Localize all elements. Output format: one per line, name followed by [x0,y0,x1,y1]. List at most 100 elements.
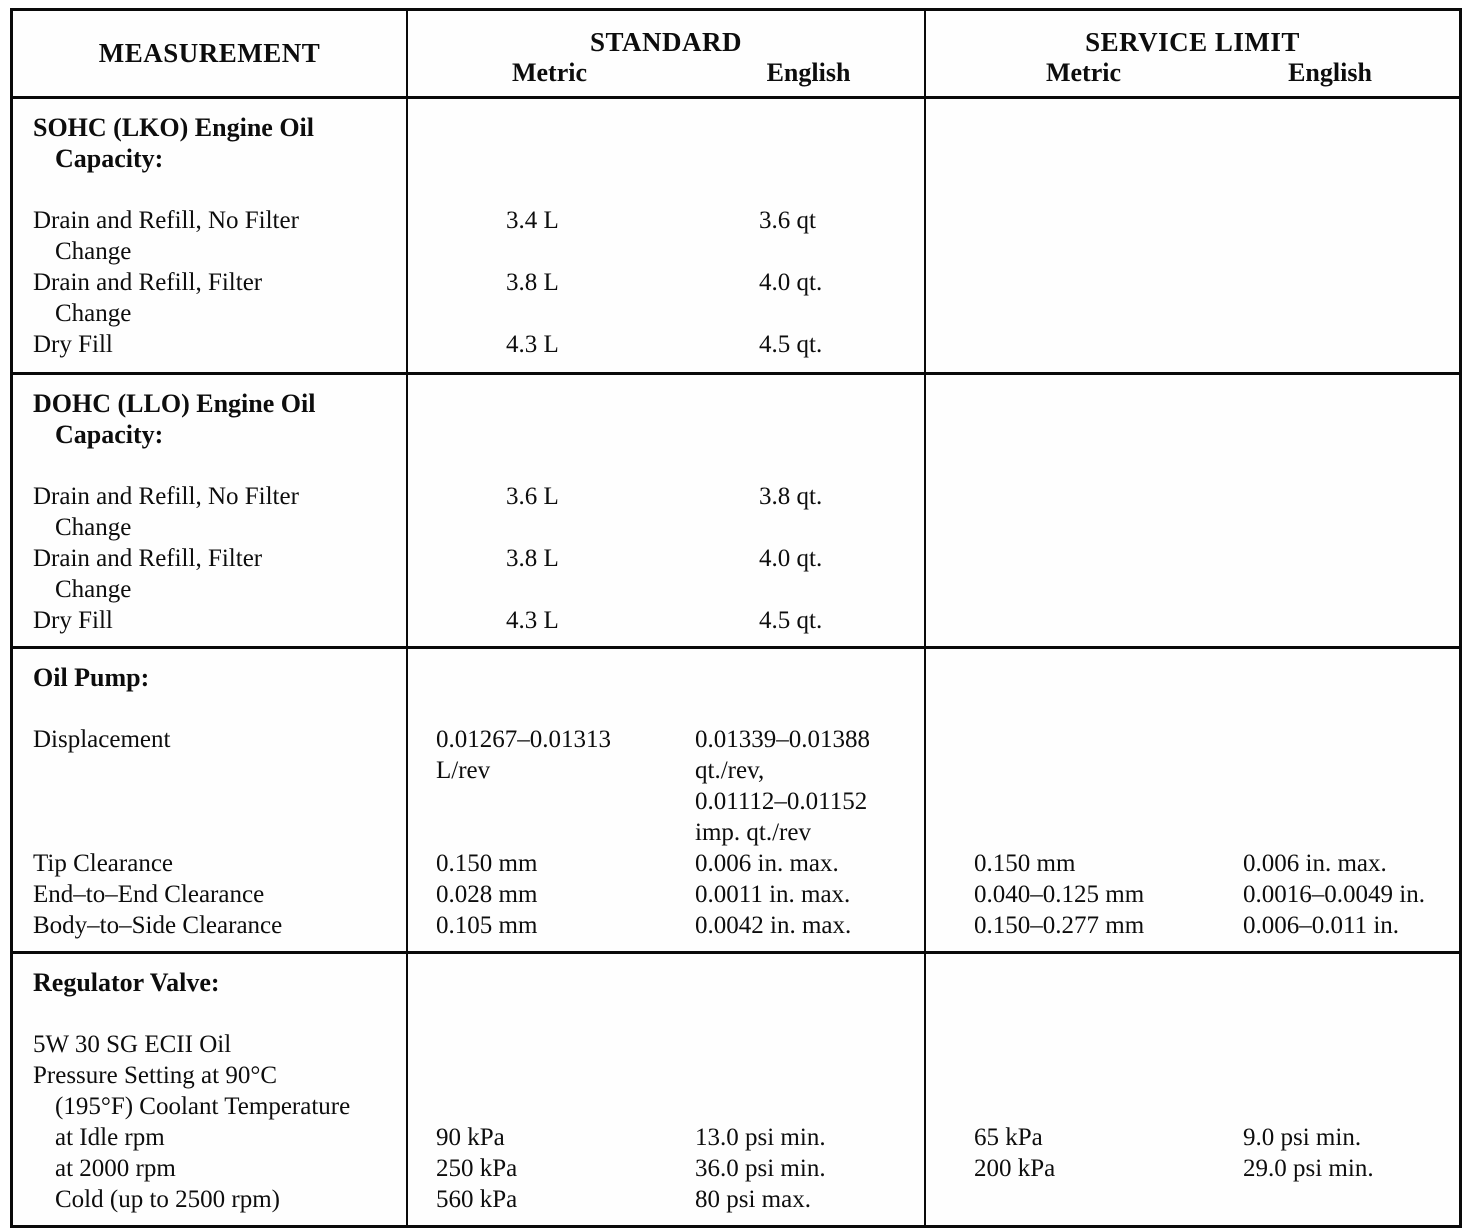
section-sohc-engine-oil-capacity: SOHC (LKO) Engine Oil Capacity: Drain and… [13,99,1459,375]
service-limit-english-header: English [1288,58,1372,87]
section-regulator-valve: Regulator Valve: 5W 30 SG ECII Oil Pressu… [13,954,1459,1225]
spec-line [691,112,924,143]
measurement-column-header: MEASUREMENT [13,11,408,96]
spec-line [926,605,1241,636]
spec-line: 4.3 L [506,331,559,358]
spec-line: Drain and Refill, Filter [33,269,263,296]
spec-line [408,574,691,605]
spec-line [408,143,691,174]
table-body: SOHC (LKO) Engine Oil Capacity: Drain and… [13,99,1459,1225]
spec-line [926,817,1241,848]
spec-line: 36.0 psi min. [695,1155,826,1182]
spec-line [926,481,1241,512]
spec-line [926,267,1241,298]
standard-metric-column: 90 kPa 250 kPa 560 kPa [408,954,691,1225]
table-header: MEASUREMENT STANDARD Metric English SERV… [13,11,1459,99]
spec-line [926,693,1241,724]
spec-line [1241,267,1459,298]
spec-line [408,817,691,848]
spec-line: 250 kPa [436,1155,518,1182]
spec-line [691,450,924,481]
spec-line [1241,1029,1459,1060]
spec-line [33,755,398,786]
spec-line: 3.6 qt [759,207,816,234]
measurement-column: Regulator Valve: 5W 30 SG ECII Oil Pressu… [13,954,408,1225]
standard-metric-column: 3.6 L 3.8 L 4.3 L [408,375,691,646]
spec-line: Change [55,238,132,265]
spec-line [408,512,691,543]
spec-line: Body–to–Side Clearance [33,912,283,939]
spec-line [408,1029,691,1060]
standard-column-group: STANDARD Metric English [408,11,926,96]
spec-line [691,998,924,1029]
standard-english-column: 0.01339–0.01388 qt./rev, 0.01112–0.01152 im… [691,649,926,951]
spec-line: SOHC (LKO) Engine Oil [33,113,314,142]
standard-subheaders: Metric English [408,57,924,89]
spec-line: Tip Clearance [33,850,174,877]
spec-line [926,1029,1241,1060]
spec-line [691,1029,924,1060]
spec-line: qt./rev, [695,757,765,784]
spec-line [1241,786,1459,817]
spec-line: 0.150 mm [436,850,538,877]
spec-line [1241,724,1459,755]
spec-line [926,419,1241,450]
spec-line: 0.028 mm [436,881,538,908]
spec-line [691,967,924,998]
spec-line: 3.8 L [506,545,559,572]
spec-line [1241,998,1459,1029]
spec-line: Pressure Setting at 90°C [33,1062,278,1089]
spec-line [926,298,1241,329]
measurement-column: DOHC (LLO) Engine Oil Capacity: Drain and… [13,375,408,646]
spec-line: 65 kPa [974,1124,1043,1151]
spec-line [33,998,398,1029]
spec-line [926,512,1241,543]
spec-line [1241,967,1459,998]
spec-line: 4.5 qt. [759,607,823,634]
spec-line [408,174,691,205]
spec-line [691,236,924,267]
spec-line: Drain and Refill, Filter [33,545,263,572]
spec-line [408,662,691,693]
standard-english-column: 3.8 qt. 4.0 qt. 4.5 qt. [691,375,926,646]
spec-line: Dry Fill [33,607,113,634]
spec-line [926,174,1241,205]
spec-line: Drain and Refill, No Filter [33,483,299,510]
spec-line [408,786,691,817]
spec-line [1241,143,1459,174]
spec-line: 0.0042 in. max. [695,912,852,939]
spec-line [691,143,924,174]
spec-line: 80 psi max. [695,1186,811,1213]
spec-line [926,1184,1241,1215]
spec-line [1241,543,1459,574]
spec-line [33,174,398,205]
spec-line: Capacity: [55,420,164,449]
spec-line [408,1091,691,1122]
engine-oil-spec-table: MEASUREMENT STANDARD Metric English SERV… [10,8,1462,1228]
spec-line [926,329,1241,360]
service-limit-metric-header: Metric [1045,58,1122,87]
spec-line [1241,450,1459,481]
spec-line [1241,662,1459,693]
spec-line [926,112,1241,143]
spec-line [1241,693,1459,724]
spec-line [408,112,691,143]
service-limit-english-column: 0.006 in. max. 0.0016–0.0049 in. 0.006–0.0… [1241,649,1459,951]
spec-line [926,724,1241,755]
spec-line: Dry Fill [33,331,113,358]
spec-line: Change [55,576,132,603]
spec-line [1241,329,1459,360]
spec-line [691,1091,924,1122]
spec-line: 90 kPa [436,1124,505,1151]
standard-metric-column: 3.4 L 3.8 L 4.3 L [408,99,691,372]
spec-line: imp. qt./rev [695,819,811,846]
spec-line: DOHC (LLO) Engine Oil [33,389,316,418]
spec-line [1241,298,1459,329]
spec-line [691,512,924,543]
spec-line: 3.8 L [506,269,559,296]
spec-line [1241,419,1459,450]
spec-line: 29.0 psi min. [1243,1155,1374,1182]
spec-line [926,450,1241,481]
service-limit-english-column [1241,375,1459,646]
